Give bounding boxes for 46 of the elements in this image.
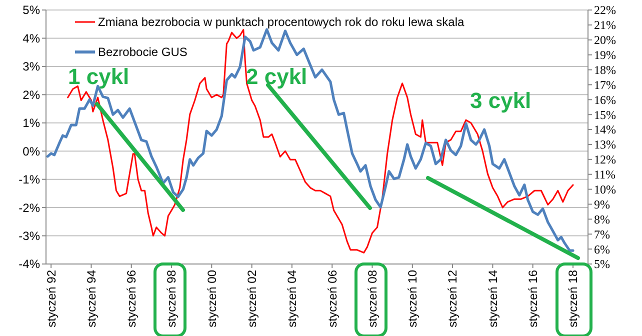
y2-tick-label: 5% bbox=[594, 257, 610, 272]
y2-tick-label: 15% bbox=[594, 108, 616, 122]
y-tick-label: -3% bbox=[18, 228, 40, 243]
legend-label: Bezrobocie GUS bbox=[98, 45, 188, 60]
x-tick-label: styczeń 14 bbox=[486, 270, 500, 328]
x-tick-label: styczeń 94 bbox=[84, 270, 98, 328]
x-tick-label: styczeń 18 bbox=[566, 270, 580, 328]
annotation: 3 cykl bbox=[470, 88, 532, 113]
y-tick-label: 4% bbox=[22, 31, 40, 46]
x-tick-label: styczeń 92 bbox=[44, 270, 58, 328]
x-tick-label: styczeń 10 bbox=[406, 270, 420, 328]
x-tick-label: styczeń 98 bbox=[164, 270, 179, 328]
y2-tick-label: 10% bbox=[594, 182, 616, 196]
y2-tick-label: 16% bbox=[594, 92, 616, 107]
legend-label: Zmiana bezrobocia w punktach procentowych rok do roku lewa skala bbox=[98, 15, 465, 30]
y-tick-label: 0% bbox=[22, 144, 40, 158]
x-tick-label: styczeń 00 bbox=[204, 270, 219, 328]
y-tick-label: -2% bbox=[18, 200, 40, 215]
y2-tick-label: 22% bbox=[594, 3, 616, 18]
y2-tick-label: 21% bbox=[594, 18, 616, 32]
y2-tick-label: 6% bbox=[594, 242, 610, 256]
y2-tick-label: 19% bbox=[594, 48, 616, 62]
y2-tick-label: 8% bbox=[594, 212, 610, 226]
y-tick-label: 2% bbox=[22, 88, 40, 102]
y2-tick-label: 12% bbox=[594, 152, 616, 167]
y-tick-label: 5% bbox=[22, 3, 40, 18]
y2-tick-label: 7% bbox=[594, 227, 610, 242]
x-tick-label: styczeń 02 bbox=[245, 270, 260, 328]
x-tick-label: styczeń 08 bbox=[365, 270, 380, 328]
y2-tick-label: 11% bbox=[594, 168, 616, 182]
x-tick-label: styczeń 96 bbox=[124, 270, 139, 328]
y2-tick-label: 18% bbox=[594, 62, 616, 77]
x-tick-label: styczeń 12 bbox=[446, 270, 460, 328]
annotation: 1 cykl bbox=[68, 64, 130, 89]
y2-tick-label: 17% bbox=[594, 78, 616, 92]
x-tick-label: styczeń 16 bbox=[526, 270, 540, 328]
x-tick-label: styczeń 04 bbox=[285, 270, 300, 328]
y-tick-label: -4% bbox=[18, 257, 40, 272]
y2-tick-label: 13% bbox=[594, 138, 616, 152]
x-tick-label: styczeń 06 bbox=[325, 270, 340, 328]
y2-tick-label: 20% bbox=[594, 33, 616, 48]
y2-tick-label: 14% bbox=[594, 122, 616, 137]
y2-tick-label: 9% bbox=[594, 197, 610, 212]
y-tick-label: -1% bbox=[18, 172, 40, 187]
y-tick-label: 3% bbox=[22, 60, 40, 74]
y-tick-label: 1% bbox=[22, 116, 40, 130]
